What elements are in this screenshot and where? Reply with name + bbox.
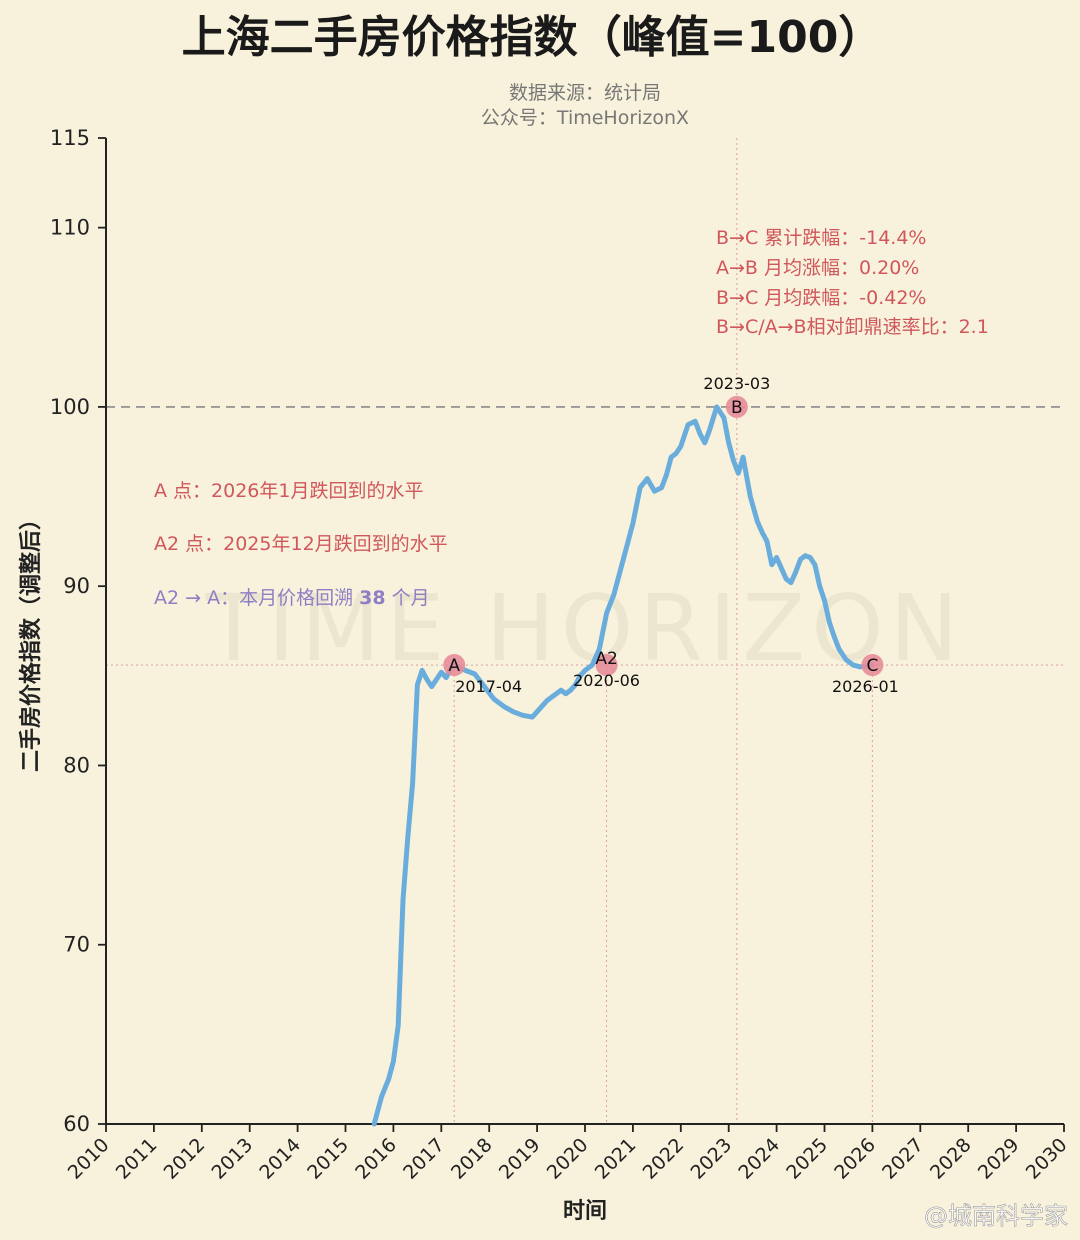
point-date-c: 2026-01 <box>832 677 899 696</box>
annotation-point-a: A 点：2026年1月跌回到的水平 <box>154 480 423 502</box>
x-tick-label-2026: 2026 <box>830 1134 880 1184</box>
point-marker-b <box>725 395 748 418</box>
y-tick-label-110: 110 <box>50 216 90 240</box>
annotation-rate-ratio: B→C/A→B相对卸鼎速率比：2.1 <box>716 316 989 338</box>
x-tick-label-2024: 2024 <box>734 1134 784 1184</box>
point-drop-lines <box>453 138 873 1124</box>
x-tick-label-2020: 2020 <box>543 1134 593 1184</box>
annotation-monthly-drop: B→C 月均跌幅：-0.42% <box>716 287 926 309</box>
x-tick-label-2011: 2011 <box>112 1134 162 1184</box>
x-tick-label-2015: 2015 <box>303 1134 353 1184</box>
annotation-lookback-prefix: A2 → A：本月价格回溯 <box>154 587 359 609</box>
x-tick-label-2014: 2014 <box>255 1134 305 1184</box>
x-tick-label-2028: 2028 <box>926 1134 976 1184</box>
x-tick-label-2016: 2016 <box>351 1134 401 1184</box>
point-letter-b: B <box>731 398 743 418</box>
x-tick-label-2019: 2019 <box>495 1134 545 1184</box>
y-tick-label-90: 90 <box>63 574 90 598</box>
x-tick-label-2010: 2010 <box>64 1134 114 1184</box>
annotation-lookback-suffix: 个月 <box>386 587 430 609</box>
x-axis-label: 时间 <box>563 1199 607 1224</box>
series <box>371 404 875 1127</box>
point-letter-a: A <box>448 656 460 676</box>
point-letter-a2: A2 <box>595 649 617 669</box>
y-tick-label-115: 115 <box>50 126 90 150</box>
y-tick-label-60: 60 <box>63 1112 90 1136</box>
point-letter-c: C <box>866 656 878 676</box>
x-tick-label-2023: 2023 <box>686 1134 736 1184</box>
reference-lines <box>106 406 1064 666</box>
chart-title: 上海二手房价格指数（峰值=100） <box>182 12 883 63</box>
chart-source: 数据来源：统计局 <box>509 82 661 104</box>
annotation-monthly-rise: A→B 月均涨幅：0.20% <box>716 257 919 279</box>
x-tick-label-2029: 2029 <box>974 1134 1024 1184</box>
point-date-a2: 2020-06 <box>573 671 640 690</box>
y-tick-label-100: 100 <box>50 395 90 419</box>
point-marker-a <box>443 654 466 677</box>
point-marker-a2 <box>595 654 618 677</box>
x-tick-label-2018: 2018 <box>447 1134 497 1184</box>
x-tick-label-2030: 2030 <box>1022 1134 1072 1184</box>
chart-account: 公众号：TimeHorizonX <box>481 107 689 129</box>
series-line-0 <box>371 404 875 1127</box>
point-marker-c <box>861 654 884 677</box>
y-axis-label: 二手房价格指数（调整后） <box>18 508 44 772</box>
x-tick-label-2021: 2021 <box>591 1134 641 1184</box>
annotation-lookback-months: 38 <box>359 587 385 609</box>
x-tick-label-2012: 2012 <box>160 1134 210 1184</box>
y-tick-label-70: 70 <box>63 933 90 957</box>
x-tick-label-2017: 2017 <box>399 1134 449 1184</box>
y-ticks: 60 70 80 90 100 110 115 <box>50 126 106 1136</box>
annotation-point-a2: A2 点：2025年12月跌回到的水平 <box>154 533 448 555</box>
y-tick-label-80: 80 <box>63 753 90 777</box>
weibo-credit: @城南科学家 <box>924 1202 1068 1230</box>
point-date-a: 2017-04 <box>455 677 522 696</box>
x-tick-label-2025: 2025 <box>782 1134 832 1184</box>
annotation-lookback: A2 → A：本月价格回溯 38 个月 <box>154 587 430 609</box>
point-date-b: 2023-03 <box>703 374 770 393</box>
x-tick-label-2027: 2027 <box>878 1134 928 1184</box>
annotation-cumulative-drop: B→C 累计跌幅：-14.4% <box>716 227 926 249</box>
x-tick-label-2013: 2013 <box>207 1134 257 1184</box>
x-ticks: 2010201120122013201420152016201720182019… <box>64 1124 1072 1184</box>
x-tick-label-2022: 2022 <box>639 1134 689 1184</box>
